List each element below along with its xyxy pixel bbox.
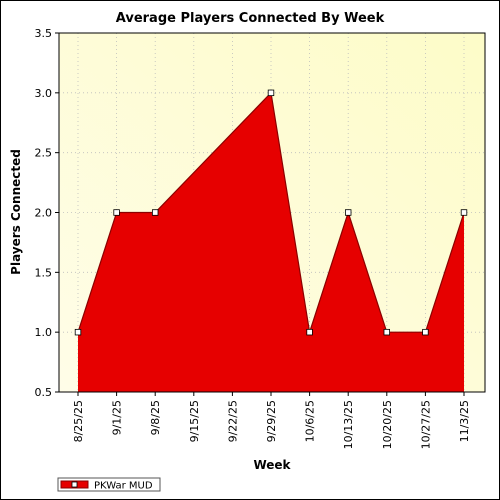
y-tick-label: 3.5 <box>35 27 53 40</box>
x-tick-label: 10/13/25 <box>342 400 355 449</box>
x-tick-label: 9/15/25 <box>188 400 201 442</box>
legend: PKWar MUD <box>57 477 161 492</box>
legend-label: PKWar MUD <box>94 481 153 492</box>
x-tick-label: 11/3/25 <box>458 400 471 442</box>
x-tick-label: 10/20/25 <box>381 400 394 449</box>
chart-title: Average Players Connected By Week <box>116 11 385 26</box>
y-axis-title: Players Connected <box>9 149 23 275</box>
data-point-marker <box>306 328 313 336</box>
x-tick-label: 9/8/25 <box>149 400 162 435</box>
y-tick-label: 2.0 <box>35 207 53 220</box>
x-axis-ticks: 8/25/25 9/1/25 9/8/25 9/15/25 9/22/25 9/29/25… <box>72 392 471 449</box>
series-area <box>78 92 464 392</box>
x-tick-label: 9/1/25 <box>111 400 124 435</box>
y-tick-label: 2.5 <box>35 147 53 160</box>
data-point-marker <box>74 328 82 336</box>
data-point-marker <box>383 328 390 336</box>
y-axis-ticks: 0.5 1.0 1.5 2.0 2.5 3.0 3.5 <box>35 27 59 399</box>
x-tick-label: 10/27/25 <box>419 400 432 449</box>
x-tick-label: 8/25/25 <box>72 400 85 442</box>
y-tick-label: 0.5 <box>35 386 53 399</box>
data-point-marker <box>151 209 159 216</box>
legend-marker <box>71 481 78 488</box>
x-axis-title: Week <box>253 458 291 472</box>
data-point-marker <box>267 89 275 97</box>
data-point-marker <box>113 209 120 216</box>
y-tick-label: 1.0 <box>35 326 53 339</box>
x-tick-label: 9/29/25 <box>265 400 278 442</box>
x-tick-label: 10/6/25 <box>304 400 317 442</box>
data-point-marker <box>422 328 429 336</box>
x-tick-label: 9/22/25 <box>226 400 239 442</box>
y-tick-label: 1.5 <box>35 266 53 279</box>
data-point-marker <box>344 209 352 216</box>
marker-layer <box>74 89 468 336</box>
y-tick-label: 3.0 <box>35 87 53 100</box>
data-point-marker <box>460 209 468 216</box>
